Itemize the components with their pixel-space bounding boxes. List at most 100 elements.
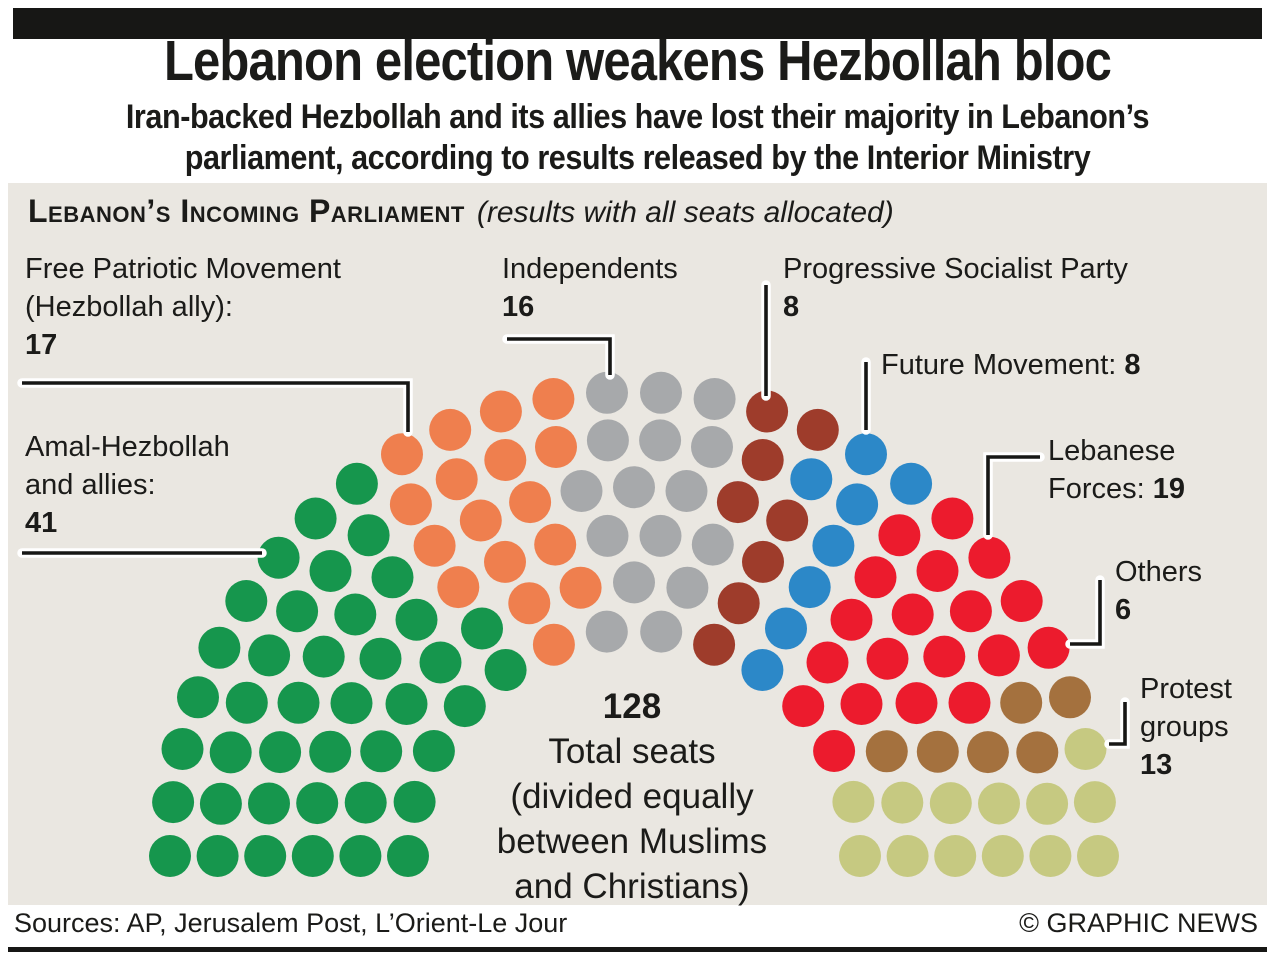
seat-dot [931,497,974,540]
seat-dot [742,540,784,583]
party-label-fpm-line2: (Hezbollah ally): [25,291,233,323]
seat-dot [1016,731,1059,774]
seat-dot [878,514,921,557]
seat-dot [1027,626,1070,669]
seat-dot [890,462,933,505]
party-label-lf-value: 19 [1152,473,1186,505]
party-label-psp-value: 8 [783,291,800,323]
section-subtitle: (results with all seats allocated) [476,196,894,229]
seat-dot [371,556,414,599]
seat-dot [1049,676,1091,719]
leader-line [502,334,615,380]
seat-dot [806,641,849,684]
seat-dot [891,593,934,636]
party-label-amal-line1: Amal-Hezbollah [25,431,230,463]
seat-dot [613,466,655,509]
seat-dot [412,730,455,772]
section-title: Lebanon’s Incoming Parliament [28,193,465,229]
seat-dot [429,408,472,451]
seat-dot [479,390,522,433]
total-seats-note: 128 Total seats (divided equally between… [432,684,832,909]
seat-dot [840,683,883,725]
seat-dot [691,426,733,468]
seat-dot [929,782,972,825]
seat-dot [1026,782,1069,825]
seat-dot [389,483,432,526]
seat-dot [741,439,784,481]
seat-dot [790,458,833,501]
leader-line [1070,580,1102,646]
seat-dot [832,780,875,823]
party-label-future-text: Future Movement: [881,349,1125,381]
section-header: Lebanon’s Incoming Parliament (results wi… [28,193,894,230]
seat-dot [344,781,387,824]
seat-dot [461,607,503,650]
seat-dot [666,566,709,609]
seat-dot [484,649,527,691]
seat-dot [1000,681,1043,724]
seat-dot [360,730,403,773]
seat-dot [419,641,462,684]
party-label-lf-line1: Lebanese [1048,435,1176,467]
seat-dot [559,566,602,609]
party-label-lf-line2: Forces: 19 [1048,473,1186,505]
seat-dot [199,782,242,825]
seat-dot [949,590,992,633]
seat-dot [640,610,683,653]
seat-dot [347,514,390,557]
seat-dot [244,835,287,877]
seat-dot [225,580,268,622]
seat-dot [586,514,629,557]
party-label-others: Others 6 [1115,553,1202,629]
seat-dot [812,524,855,567]
seat-dot [381,433,423,476]
seat-dot [978,782,1020,825]
leader-line [986,455,1040,535]
party-label-amal-value: 41 [25,507,58,539]
seat-dot [1073,781,1116,824]
seat-dot [459,499,502,542]
seat-dot [1064,728,1107,770]
seat-dot [1029,835,1072,877]
seat-dot [385,683,428,725]
seat-dot [560,470,603,512]
seat-dot [765,607,807,650]
seat-dot [796,408,839,451]
seat-dot [916,550,959,592]
seat-dot [813,730,856,772]
seat-dot [509,481,552,524]
seat-dot [948,681,991,724]
seat-dot [916,730,959,773]
seat-dot [839,835,881,877]
seat-dot [782,685,825,728]
party-label-others-line1: Others [1115,556,1203,588]
page-subtitle-line2: parliament, according to results release… [184,139,1091,177]
seat-dot [413,524,456,567]
seat-dot [923,635,966,678]
total-seats-line2: (divided equally [510,777,754,816]
seat-dot [257,536,300,579]
seat-dot [640,371,682,414]
seat-dot [741,649,784,691]
seat-dot [198,626,241,669]
seat-dot [746,390,789,433]
party-label-protest: Protest groups 13 [1140,670,1232,784]
seat-dot [484,439,527,481]
seat-dot [854,556,897,599]
leader-line [983,452,1045,540]
seat-dot [886,835,929,877]
leader-line [507,337,612,375]
seat-dot [209,731,252,774]
seat-dot [302,635,345,678]
party-label-independents-value: 16 [502,291,535,323]
seat-dot [977,634,1020,677]
seat-dot [196,835,239,877]
seat-dot [693,378,736,420]
seat-dot [225,681,268,724]
seat-dot [639,514,682,557]
seat-dot [309,550,352,592]
seat-dot [586,371,628,414]
seat-dot [259,731,302,774]
party-label-others-value: 6 [1115,594,1132,626]
